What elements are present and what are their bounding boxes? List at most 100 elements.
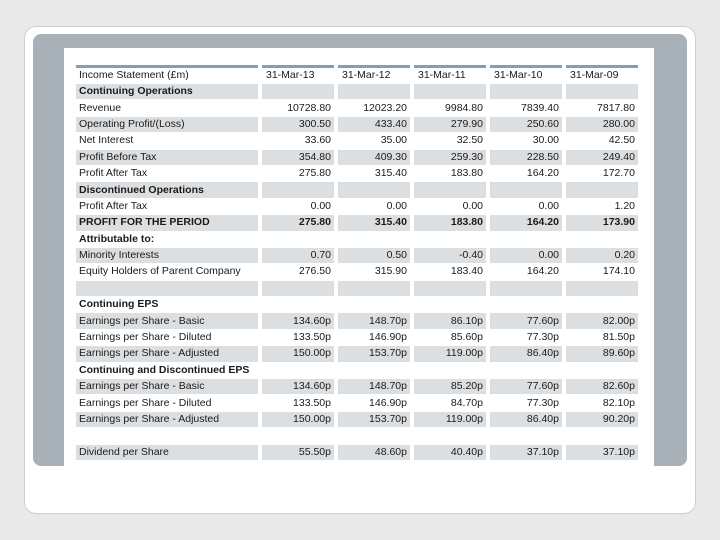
value-cell <box>490 231 562 247</box>
value-cell <box>490 84 562 100</box>
value-cell <box>262 362 334 379</box>
value-cell <box>490 297 562 313</box>
value-cell: 86.40p <box>490 346 562 362</box>
table-row: Minority Interests 0.70 0.50 -0.40 0.00 0.20 <box>76 247 638 264</box>
value-cell: 134.60p <box>262 313 334 329</box>
value-cell <box>566 231 638 247</box>
value-cell: 89.60p <box>566 346 638 362</box>
spacer-row <box>76 428 638 444</box>
header-year-cell: 31-Mar-13 <box>262 65 334 83</box>
value-cell: 81.50p <box>566 329 638 346</box>
value-cell <box>262 297 334 313</box>
table-body: Continuing Operations Revenue 10728.80 1202… <box>76 84 638 460</box>
value-cell: 276.50 <box>262 264 334 280</box>
value-cell <box>338 362 410 379</box>
value-cell: 85.20p <box>414 379 486 395</box>
row-label-cell <box>76 428 258 444</box>
value-cell <box>414 297 486 313</box>
value-cell: 0.00 <box>414 198 486 215</box>
value-cell: 409.30 <box>338 149 410 165</box>
value-cell <box>414 231 486 247</box>
value-cell <box>414 182 486 198</box>
value-cell <box>566 297 638 313</box>
header-year-cell: 31-Mar-12 <box>338 65 410 83</box>
row-label-cell: Profit After Tax <box>76 198 258 215</box>
value-cell: 249.40 <box>566 149 638 165</box>
value-cell <box>338 280 410 297</box>
table-row: Profit After Tax 0.00 0.00 0.00 0.00 1.20 <box>76 198 638 215</box>
value-cell <box>566 428 638 444</box>
value-cell: 0.50 <box>338 247 410 264</box>
value-cell: 259.30 <box>414 149 486 165</box>
value-cell: 7817.80 <box>566 100 638 116</box>
value-cell <box>338 84 410 100</box>
value-cell: 275.80 <box>262 215 334 231</box>
table-row: Earnings per Share - Basic 134.60p 148.70p… <box>76 379 638 395</box>
row-label-cell: Minority Interests <box>76 247 258 264</box>
row-label-cell: Earnings per Share - Diluted <box>76 329 258 346</box>
row-label-cell: Revenue <box>76 100 258 116</box>
value-cell: 133.50p <box>262 395 334 411</box>
value-cell: -0.40 <box>414 247 486 264</box>
spacer-row <box>76 280 638 297</box>
row-label-cell: PROFIT FOR THE PERIOD <box>76 215 258 231</box>
value-cell: 172.70 <box>566 165 638 182</box>
value-cell: 174.10 <box>566 264 638 280</box>
value-cell <box>414 362 486 379</box>
value-cell: 77.30p <box>490 395 562 411</box>
value-cell: 280.00 <box>566 116 638 133</box>
row-label-cell: Profit Before Tax <box>76 149 258 165</box>
value-cell <box>490 362 562 379</box>
value-cell: 300.50 <box>262 116 334 133</box>
row-label-cell <box>76 280 258 297</box>
value-cell <box>262 182 334 198</box>
value-cell: 164.20 <box>490 165 562 182</box>
value-cell: 32.50 <box>414 133 486 149</box>
value-cell: 146.90p <box>338 395 410 411</box>
value-cell <box>490 428 562 444</box>
value-cell: 150.00p <box>262 346 334 362</box>
value-cell: 150.00p <box>262 411 334 428</box>
value-cell: 173.90 <box>566 215 638 231</box>
value-cell <box>490 280 562 297</box>
header-year-cell: 31-Mar-11 <box>414 65 486 83</box>
section-header-row: Attributable to: <box>76 231 638 247</box>
table-row: Earnings per Share - Adjusted 150.00p 153.… <box>76 346 638 362</box>
value-cell: 82.10p <box>566 395 638 411</box>
table-row: Operating Profit/(Loss) 300.50 433.40 279.9… <box>76 116 638 133</box>
value-cell: 119.00p <box>414 411 486 428</box>
value-cell: 84.70p <box>414 395 486 411</box>
value-cell: 48.60p <box>338 444 410 460</box>
row-label-cell: Earnings per Share - Diluted <box>76 395 258 411</box>
section-header-row: Continuing and Discontinued EPS <box>76 362 638 379</box>
value-cell: 12023.20 <box>338 100 410 116</box>
income-statement-table: Income Statement (£m) 31-Mar-13 31-Mar-1… <box>72 64 642 461</box>
value-cell: 148.70p <box>338 379 410 395</box>
value-cell: 1.20 <box>566 198 638 215</box>
header-year-cell: 31-Mar-10 <box>490 65 562 83</box>
value-cell: 86.40p <box>490 411 562 428</box>
value-cell <box>414 280 486 297</box>
value-cell: 433.40 <box>338 116 410 133</box>
value-cell: 0.20 <box>566 247 638 264</box>
row-label-cell: Dividend per Share <box>76 444 258 460</box>
value-cell: 250.60 <box>490 116 562 133</box>
row-label-cell: Continuing and Discontinued EPS <box>76 362 258 379</box>
value-cell: 82.60p <box>566 379 638 395</box>
value-cell <box>338 231 410 247</box>
value-cell: 77.60p <box>490 313 562 329</box>
value-cell: 86.10p <box>414 313 486 329</box>
value-cell: 37.10p <box>490 444 562 460</box>
row-label-cell: Continuing EPS <box>76 297 258 313</box>
table-row: Earnings per Share - Diluted 133.50p 146.9… <box>76 329 638 346</box>
value-cell: 85.60p <box>414 329 486 346</box>
value-cell: 77.30p <box>490 329 562 346</box>
value-cell: 164.20 <box>490 215 562 231</box>
value-cell: 0.00 <box>338 198 410 215</box>
table-row: Revenue 10728.80 12023.20 9984.80 7839.40 781… <box>76 100 638 116</box>
value-cell: 35.00 <box>338 133 410 149</box>
header-year-cell: 31-Mar-09 <box>566 65 638 83</box>
row-label-cell: Attributable to: <box>76 231 258 247</box>
value-cell <box>262 280 334 297</box>
value-cell <box>262 84 334 100</box>
